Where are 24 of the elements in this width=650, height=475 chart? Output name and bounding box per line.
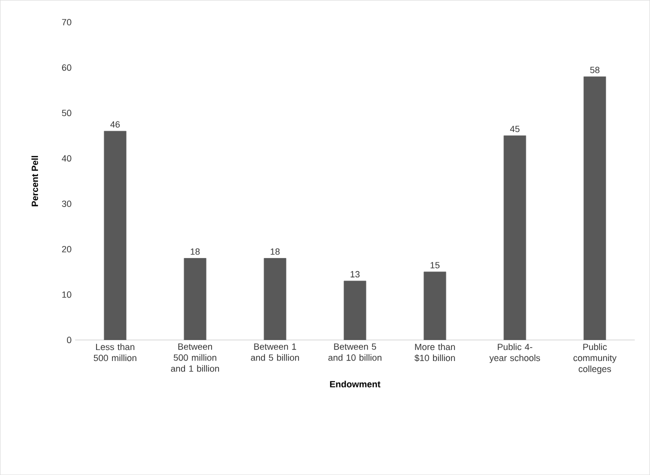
x-tick-label: Between 1 and 5 billion <box>250 343 299 361</box>
data-label: 15 <box>430 262 440 268</box>
y-axis-title: Percent Pell <box>31 156 38 206</box>
x-tick-label: Less than 500 million <box>94 343 136 362</box>
y-tick-label: 70 <box>62 18 72 26</box>
y-tick-label: 50 <box>62 110 72 116</box>
x-tick-label: Public 4-year schools <box>489 343 540 363</box>
data-label: 13 <box>350 271 360 278</box>
data-label: 18 <box>270 248 280 255</box>
x-tick-label: Between 5 and 10 billion <box>328 343 382 361</box>
x-axis-title: Endowment <box>330 380 380 388</box>
y-tick-label: 60 <box>62 64 72 71</box>
x-tick-label: More than $10 billion <box>414 343 455 362</box>
y-tick-label: 0 <box>66 336 72 344</box>
y-tick-label: 20 <box>62 246 72 252</box>
x-tick-label: Between 500 million and 1 billion <box>170 343 219 372</box>
data-label: 58 <box>590 66 600 74</box>
data-label: 18 <box>190 248 200 255</box>
y-tick-label: 10 <box>62 291 72 298</box>
data-label: 45 <box>510 126 520 132</box>
data-label: 46 <box>110 121 120 128</box>
y-tick-label: 30 <box>62 200 72 207</box>
y-tick-label: 40 <box>62 155 72 162</box>
x-tick-label: Public community colleges <box>573 343 617 374</box>
